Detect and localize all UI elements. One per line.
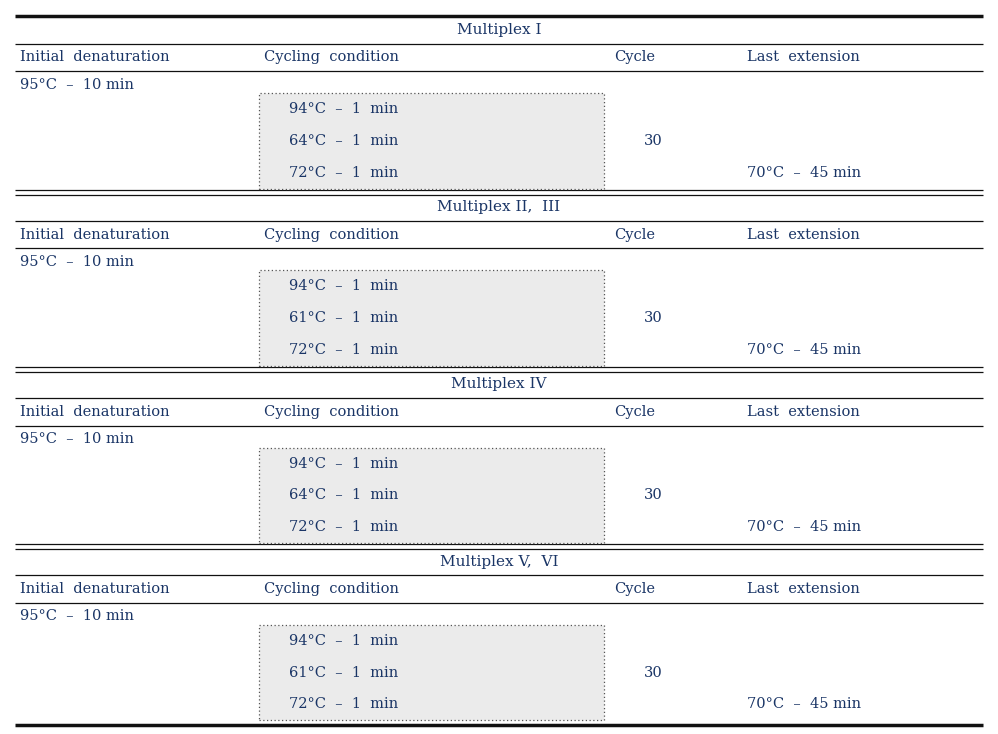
Bar (259, 93, 604, 189)
Text: Cycling  condition: Cycling condition (264, 228, 399, 241)
Text: 94°C  –  1  min: 94°C – 1 min (289, 279, 398, 294)
Text: Multiplex IV: Multiplex IV (451, 377, 547, 391)
Bar (259, 270, 604, 366)
Text: 72°C  –  1  min: 72°C – 1 min (289, 343, 398, 357)
Text: 70°C  –  45 min: 70°C – 45 min (747, 520, 860, 534)
Text: 70°C  –  45 min: 70°C – 45 min (747, 343, 860, 357)
Bar (259, 448, 604, 543)
Text: 30: 30 (644, 311, 663, 325)
Text: 94°C  –  1  min: 94°C – 1 min (289, 633, 398, 648)
Text: Multiplex II,  III: Multiplex II, III (437, 200, 561, 214)
Text: 94°C  –  1  min: 94°C – 1 min (289, 457, 398, 470)
Text: Cycle: Cycle (614, 582, 655, 596)
Text: Last  extension: Last extension (747, 51, 859, 65)
Text: Initial  denaturation: Initial denaturation (20, 582, 170, 596)
Text: 30: 30 (644, 134, 663, 148)
Text: Multiplex V,  VI: Multiplex V, VI (440, 555, 558, 569)
Text: Cycling  condition: Cycling condition (264, 405, 399, 419)
Text: 95°C  –  10 min: 95°C – 10 min (20, 609, 134, 623)
Text: Cycle: Cycle (614, 51, 655, 65)
Text: 70°C  –  45 min: 70°C – 45 min (747, 166, 860, 180)
Text: 64°C  –  1  min: 64°C – 1 min (289, 488, 399, 502)
Text: Initial  denaturation: Initial denaturation (20, 405, 170, 419)
Text: 72°C  –  1  min: 72°C – 1 min (289, 520, 398, 534)
Text: Multiplex I: Multiplex I (457, 23, 541, 37)
Text: 95°C  –  10 min: 95°C – 10 min (20, 78, 134, 92)
Text: 94°C  –  1  min: 94°C – 1 min (289, 102, 398, 116)
Text: Last  extension: Last extension (747, 228, 859, 241)
Text: Initial  denaturation: Initial denaturation (20, 51, 170, 65)
Text: 61°C  –  1  min: 61°C – 1 min (289, 666, 398, 680)
Text: Cycle: Cycle (614, 405, 655, 419)
Text: Cycling  condition: Cycling condition (264, 582, 399, 596)
Text: 72°C  –  1  min: 72°C – 1 min (289, 166, 398, 180)
Text: 30: 30 (644, 488, 663, 502)
Text: Cycle: Cycle (614, 228, 655, 241)
Text: 30: 30 (644, 666, 663, 680)
Text: 61°C  –  1  min: 61°C – 1 min (289, 311, 398, 325)
Text: 95°C  –  10 min: 95°C – 10 min (20, 255, 134, 269)
Text: Last  extension: Last extension (747, 582, 859, 596)
Text: 70°C  –  45 min: 70°C – 45 min (747, 697, 860, 711)
Bar (259, 625, 604, 720)
Text: Initial  denaturation: Initial denaturation (20, 228, 170, 241)
Text: Cycling  condition: Cycling condition (264, 51, 399, 65)
Text: 64°C  –  1  min: 64°C – 1 min (289, 134, 399, 148)
Text: Last  extension: Last extension (747, 405, 859, 419)
Text: 72°C  –  1  min: 72°C – 1 min (289, 697, 398, 711)
Text: 95°C  –  10 min: 95°C – 10 min (20, 432, 134, 446)
